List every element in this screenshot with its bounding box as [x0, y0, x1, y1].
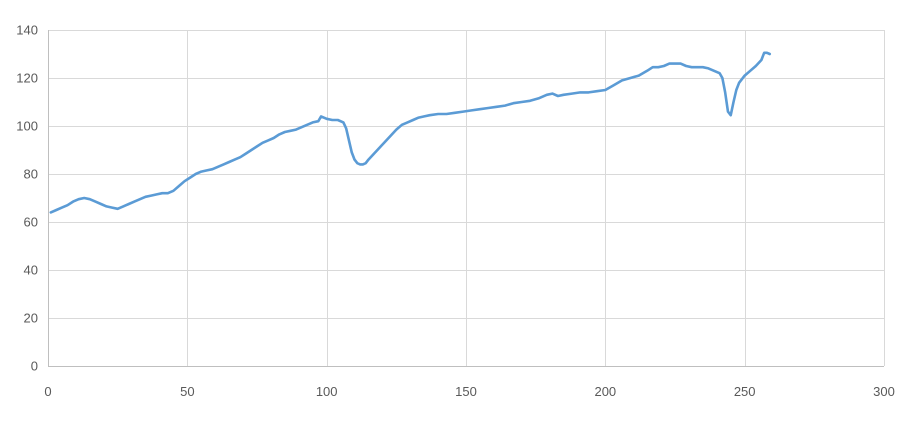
x-tick-label: 300 [873, 384, 895, 399]
y-tick-label: 120 [16, 71, 38, 86]
y-tick-label: 80 [24, 167, 38, 182]
y-tick-label: 0 [31, 359, 38, 374]
axis-layer [48, 30, 884, 367]
series-layer [49, 51, 772, 214]
x-tick-label: 200 [594, 384, 616, 399]
x-tick-label: 100 [316, 384, 338, 399]
x-tick-label: 150 [455, 384, 477, 399]
y-tick-label: 140 [16, 23, 38, 38]
y-tick-label: 60 [24, 215, 38, 230]
y-tick-label: 100 [16, 119, 38, 134]
x-tick-label: 0 [44, 384, 51, 399]
series-line-1 [49, 51, 772, 214]
tick-label-layer: 0 20 40 60 80 100 120 140 0 50 100 150 200 250 300 [16, 23, 895, 400]
y-tick-label: 20 [24, 311, 38, 326]
y-tick-label: 40 [24, 263, 38, 278]
x-tick-label: 250 [734, 384, 756, 399]
x-tick-label: 50 [180, 384, 194, 399]
grid-layer [48, 30, 885, 366]
